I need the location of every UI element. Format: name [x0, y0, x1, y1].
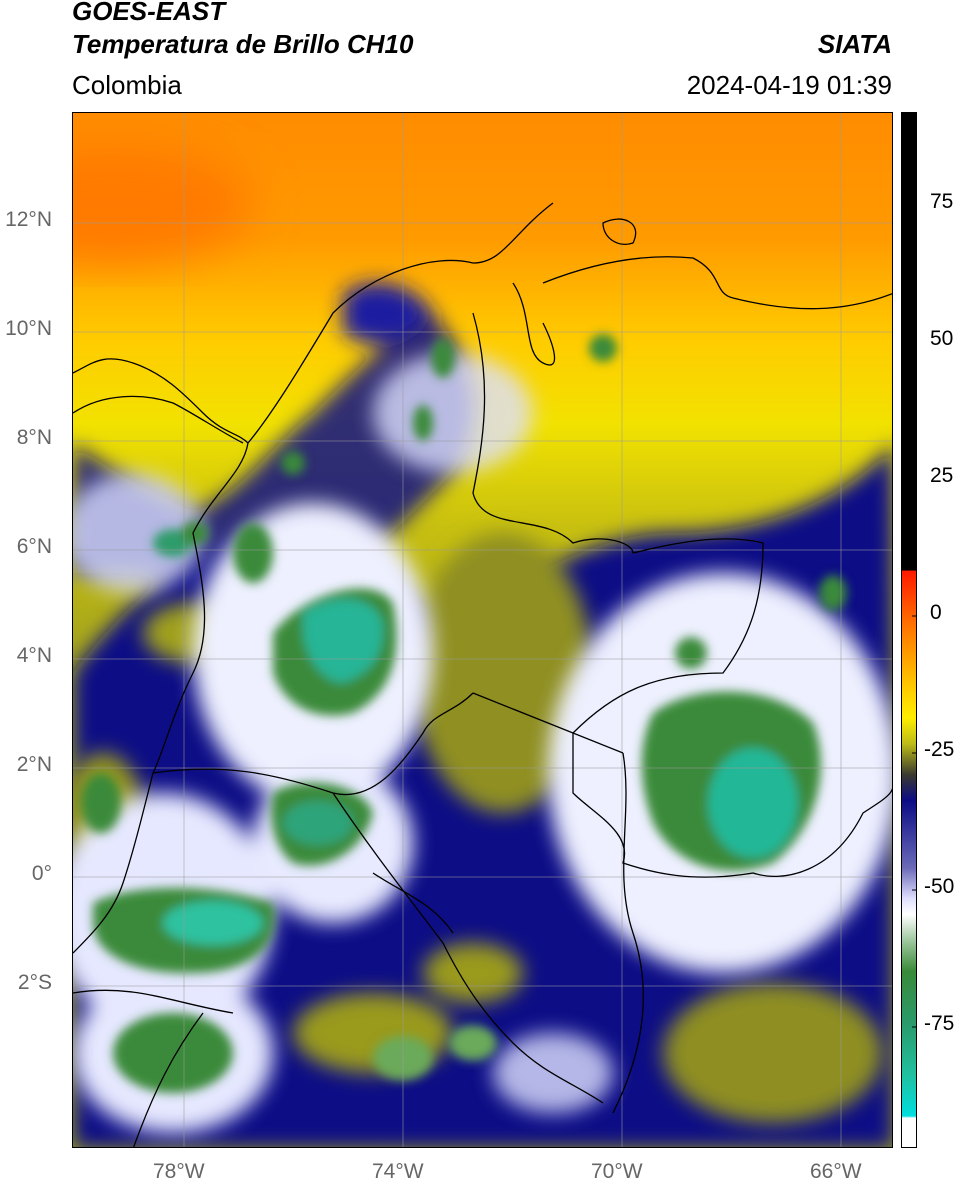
lat-label-2n: 2°N: [16, 753, 52, 776]
lat-label-10n: 10°N: [5, 317, 52, 340]
brand-label: SIATA: [817, 29, 892, 59]
orange-region: [73, 143, 253, 263]
colorbar: [901, 112, 917, 1148]
colorbar-svg: [902, 113, 916, 1147]
lat-label-2s: 2°S: [17, 971, 52, 994]
colorbar-label-50: 50: [930, 327, 954, 350]
satellite-map: [72, 112, 893, 1148]
map-svg: [73, 113, 892, 1147]
lon-label-78w: 78°W: [153, 1160, 205, 1183]
colorbar-label-minus50: -50: [924, 875, 955, 898]
region-label: Colombia: [72, 70, 182, 100]
colorbar-label-25: 25: [930, 464, 954, 487]
lat-label-12n: 12°N: [5, 208, 52, 231]
satellite-title: GOES-EAST: [72, 0, 226, 26]
lon-label-66w: 66°W: [810, 1160, 862, 1183]
colorbar-label-0: 0: [930, 601, 942, 624]
lat-label-0: 0°: [31, 862, 52, 885]
lon-label-74w: 74°W: [372, 1160, 424, 1183]
product-title: Temperatura de Brillo CH10: [72, 29, 414, 59]
colorbar-label-75: 75: [930, 190, 954, 213]
lat-label-6n: 6°N: [16, 535, 52, 558]
colorbar-label-minus75: -75: [924, 1012, 955, 1035]
timestamp-label: 2024-04-19 01:39: [686, 70, 892, 100]
colorbar-label-minus25: -25: [924, 738, 955, 761]
lon-label-70w: 70°W: [591, 1160, 643, 1183]
colorbar-gradient: [902, 113, 916, 1147]
graticule: [73, 113, 892, 1147]
green-cloud-tops: [81, 334, 847, 1093]
colorbar-ticks: [912, 203, 916, 1028]
lat-label-4n: 4°N: [16, 644, 52, 667]
country-borders: [73, 202, 892, 1147]
lat-label-8n: 8°N: [16, 426, 52, 449]
